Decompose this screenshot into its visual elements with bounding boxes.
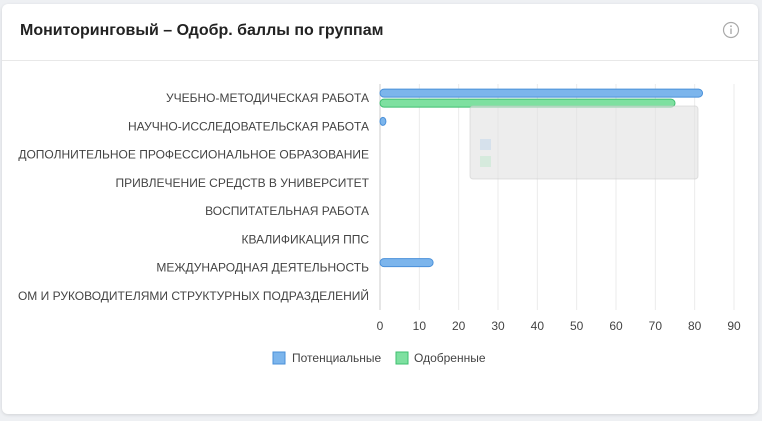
x-tick-label: 90 [727,319,741,333]
x-tick-label: 30 [491,319,505,333]
bar-potential[interactable] [379,258,434,268]
category-label: ДОПОЛНИТЕЛЬНОЕ ПРОФЕССИОНАЛЬНОЕ ОБРАЗОВА… [18,148,369,162]
category-label: ВОСПИТАТЕЛЬНАЯ РАБОТА [205,204,369,218]
bar-potential[interactable] [379,116,387,126]
x-tick-label: 0 [377,319,384,333]
category-label: ПРИВЛЕЧЕНИЕ СРЕДСТВ В УНИВЕРСИТЕТ [116,176,370,190]
category-label: ОМ И РУКОВОДИТЕЛЯМИ СТРУКТУРНЫХ ПОДРАЗДЕ… [18,288,369,303]
info-icon[interactable] [722,21,740,39]
category-label: МЕЖДУНАРОДНАЯ ДЕЯТЕЛЬНОСТЬ [156,261,369,275]
legend-label[interactable]: Одобренные [414,351,486,365]
x-tick-label: 80 [688,319,702,333]
legend-label[interactable]: Потенциальные [292,351,381,365]
category-label: УЧЕБНО-МЕТОДИЧЕСКАЯ РАБОТА [166,91,369,105]
tooltip-swatch-approved [480,156,491,167]
card-header: Мониторинговый – Одобр. баллы по группам [2,4,758,61]
x-tick-label: 40 [531,319,545,333]
x-tick-label: 10 [413,319,427,333]
x-tick-label: 50 [570,319,584,333]
tooltip-swatch-potential [480,139,491,150]
x-tick-label: 60 [609,319,623,333]
category-label: НАУЧНО-ИССЛЕДОВАТЕЛЬСКАЯ РАБОТА [128,119,369,133]
bar-potential[interactable] [379,88,704,98]
legend-swatch-approved[interactable] [395,351,409,365]
page-title: Мониторинговый – Одобр. баллы по группам [20,22,384,39]
legend-swatch-potential[interactable] [272,351,286,365]
x-tick-label: 20 [452,319,466,333]
category-label: КВАЛИФИКАЦИЯ ППС [241,232,369,246]
tooltip-box [469,105,699,180]
x-tick-label: 70 [649,319,663,333]
